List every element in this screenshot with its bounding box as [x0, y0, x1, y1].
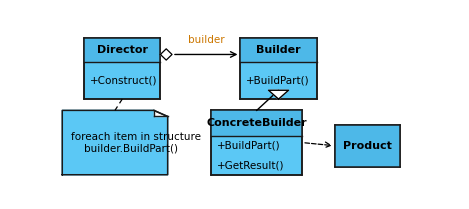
Bar: [335, 125, 400, 167]
Polygon shape: [154, 110, 168, 116]
Bar: [84, 38, 160, 99]
Text: +Construct(): +Construct(): [90, 76, 157, 86]
Bar: [84, 38, 160, 62]
Text: +GetResult(): +GetResult(): [217, 160, 284, 170]
Bar: [211, 110, 302, 175]
Bar: [240, 38, 317, 62]
Text: Product: Product: [343, 141, 392, 151]
Text: +BuildPart(): +BuildPart(): [246, 76, 310, 86]
Text: foreach item in structure
    builder.BuildPart(): foreach item in structure builder.BuildP…: [71, 132, 201, 153]
Polygon shape: [160, 49, 172, 60]
Text: builder: builder: [188, 35, 225, 45]
Bar: [240, 38, 317, 99]
Text: Director: Director: [97, 45, 148, 55]
Bar: [211, 110, 302, 136]
Text: Builder: Builder: [256, 45, 301, 55]
Bar: [335, 125, 400, 167]
Polygon shape: [269, 90, 288, 99]
Text: ConcreteBuilder: ConcreteBuilder: [206, 118, 307, 128]
Polygon shape: [62, 110, 168, 175]
Text: +BuildPart(): +BuildPart(): [217, 141, 280, 151]
